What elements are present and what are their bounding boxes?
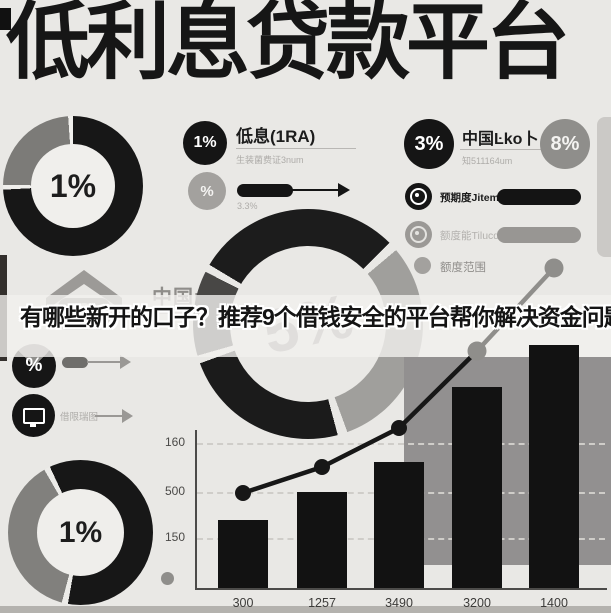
divider	[460, 149, 552, 150]
arrow-head-icon	[120, 355, 131, 369]
gauge-icon	[405, 221, 432, 248]
donut-chart-bottom-left: 1%	[8, 460, 153, 605]
stat-bar-black	[497, 189, 581, 205]
y-axis-tick-label: 150	[164, 530, 185, 544]
y-axis-tick-label: 160	[164, 435, 185, 449]
bar	[452, 387, 502, 588]
stat-bar-gray	[497, 227, 581, 243]
arrow-right-icon	[87, 361, 121, 363]
banner-headline: 有哪些新开的口子？推荐9个借钱安全的平台帮你解决资金问题	[20, 304, 611, 330]
corner-mark	[0, 8, 11, 30]
pill-caption: 3.3%	[237, 201, 258, 211]
data-point	[467, 341, 487, 361]
china-heading: 中国Ŀko卜	[462, 131, 539, 148]
percent-icon: %	[188, 172, 226, 210]
arrow-right-icon	[95, 415, 123, 417]
bar	[374, 462, 424, 588]
low-interest-subtext: 生装菌费证3num	[236, 155, 304, 165]
y-axis-tick-label: 500	[164, 484, 185, 498]
bar	[297, 492, 347, 588]
china-subtext: 知511164um	[462, 156, 513, 166]
row2-label: 额度能Tilucd	[440, 230, 500, 242]
bar	[529, 345, 579, 588]
divider	[236, 148, 356, 149]
donut-value: 1%	[58, 515, 103, 549]
legend-dot	[414, 257, 431, 274]
x-axis	[195, 588, 607, 590]
x-axis-tick-label: 300	[232, 596, 254, 610]
left-row2-label: 借限瑞图	[60, 412, 99, 423]
arrow-right-icon	[291, 189, 339, 191]
low-interest-heading: 低息(1RA)	[236, 127, 316, 146]
data-point	[544, 258, 564, 278]
bottom-edge-strip	[0, 606, 611, 613]
data-point	[314, 459, 330, 475]
right-edge-strip	[597, 117, 611, 257]
x-axis-tick-label: 1257	[308, 596, 336, 610]
rate-badge-black: 3%	[404, 119, 454, 169]
arrow-head-icon	[122, 409, 133, 423]
axis-corner-dot	[161, 572, 174, 585]
y-axis	[195, 430, 197, 589]
legend-label: 额度范围	[440, 262, 486, 274]
bar-line-chart: 160 500 150 300 1257 3490 3200 1400	[161, 258, 607, 610]
x-axis-tick-label: 1400	[540, 596, 568, 610]
rate-badge-gray: 8%	[540, 119, 590, 169]
percent-badge-1: 1%	[183, 121, 227, 165]
bar	[218, 520, 268, 588]
arrow-head-icon	[338, 183, 350, 197]
x-axis-tick-label: 3200	[463, 596, 491, 610]
clock-icon	[405, 183, 432, 210]
donut-chart-top-left: 1%	[3, 116, 143, 256]
data-point	[391, 420, 407, 436]
progress-pill-black	[237, 184, 293, 197]
progress-pill-gray	[62, 357, 88, 368]
monitor-icon	[12, 394, 55, 437]
row1-label: 预期度Jitem	[440, 192, 499, 204]
page-title: 低利息贷款平台	[6, 0, 570, 89]
x-axis-tick-label: 3490	[385, 596, 413, 610]
donut-value: 1%	[49, 167, 97, 204]
